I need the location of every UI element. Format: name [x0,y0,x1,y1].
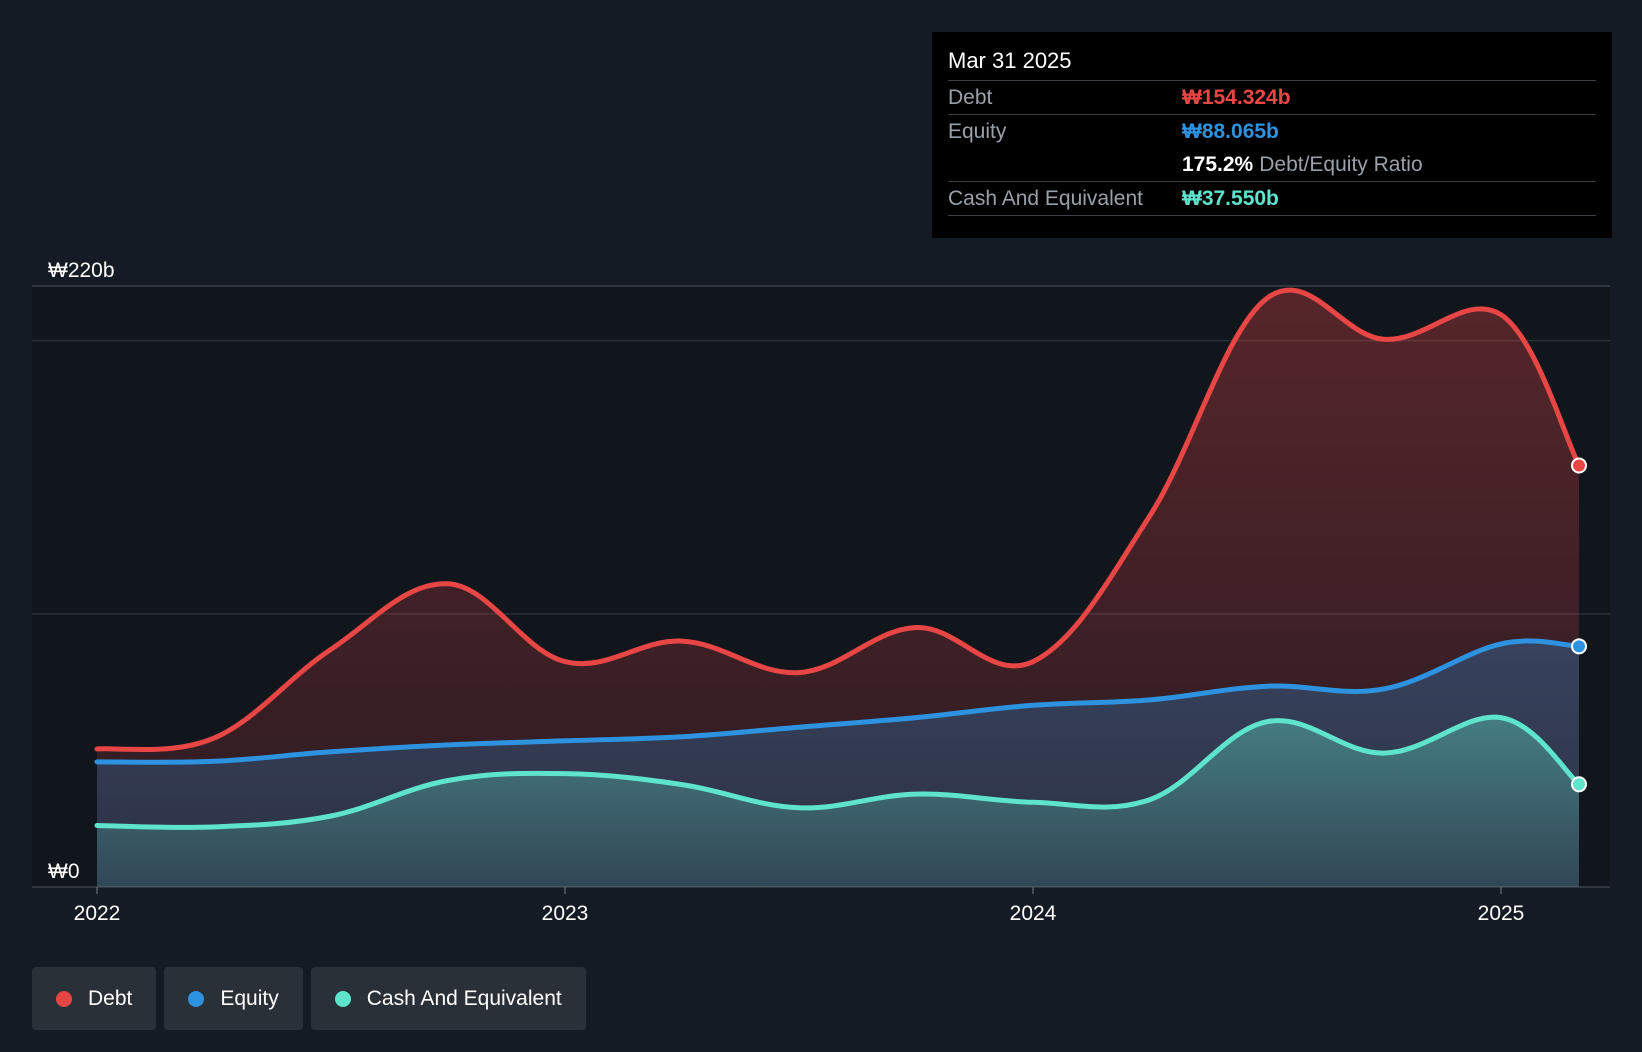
tooltip-ratio-value: 175.2% [1182,152,1254,176]
legend-item-cash[interactable]: Cash And Equivalent [310,967,586,1030]
x-tick-label: 2022 [74,902,121,925]
line-debt [94,287,1582,753]
tooltip-date: Mar 31 2025 [948,48,1072,73]
legend-item-debt[interactable]: Debt [32,967,157,1030]
tooltip-cash-label: Cash And Equivalent [948,186,1143,210]
y-tick-label: ₩0 [48,860,80,883]
marker-cash-and-equivalent[interactable] [1571,776,1587,793]
x-tick-label: 2024 [1010,902,1057,925]
y-axis: ₩220b ₩0 [48,259,115,883]
legend-dot-icon [188,990,205,1007]
end-markers [1571,457,1587,793]
x-axis: 2022 2023 2024 2025 [74,887,1525,925]
legend-label-cash: Cash And Equivalent [366,986,562,1010]
marker-equity[interactable] [1571,638,1587,655]
tooltip-debt-label: Debt [948,85,993,109]
legend-dot-icon [334,990,351,1007]
marker-debt[interactable] [1571,457,1587,474]
legend: Debt Equity Cash And Equivalent [32,967,586,1030]
tooltip-cash-value: ₩37.550b [1182,186,1279,210]
tooltip-panel: Mar 31 2025 Debt ₩154.324b Equity ₩88.06… [932,32,1612,238]
legend-label-debt: Debt [88,986,133,1010]
x-tick-label: 2025 [1478,902,1525,925]
x-tick-label: 2023 [542,902,589,925]
tooltip-row-cash: Cash And Equivalent ₩37.550b [948,181,1596,216]
series-lines [94,287,1582,830]
tooltip-debt-value: ₩154.324b [1182,85,1291,109]
tooltip-row-ratio: 175.2% Debt/Equity Ratio [948,148,1596,181]
legend-item-equity[interactable]: Equity [164,967,303,1030]
legend-label-equity: Equity [220,986,279,1010]
y-tick-label: ₩220b [48,259,115,282]
tooltip-equity-label: Equity [948,119,1007,143]
legend-dot-icon [56,990,72,1007]
tooltip-row-debt: Debt ₩154.324b [948,80,1596,114]
tooltip-ratio-label: Debt/Equity Ratio [1259,152,1423,176]
tooltip-equity-value: ₩88.065b [1182,119,1279,143]
tooltip-row-equity: Equity ₩88.065b [948,114,1596,148]
line-cash-and-equivalent [94,714,1582,830]
line-equity [94,638,1582,765]
